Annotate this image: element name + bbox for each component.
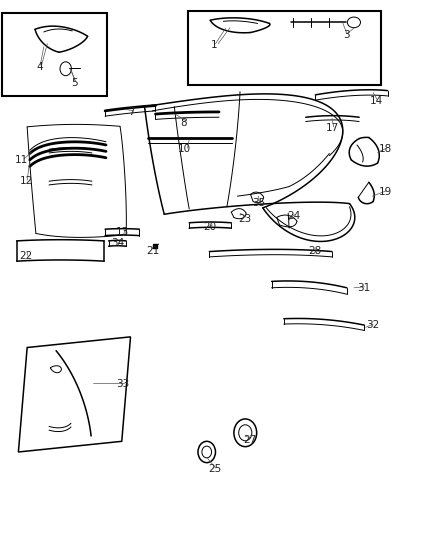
Text: 28: 28: [309, 246, 322, 255]
Text: 1: 1: [211, 41, 218, 50]
Text: 22: 22: [20, 251, 33, 261]
Text: 8: 8: [180, 118, 187, 127]
Text: 31: 31: [357, 283, 370, 293]
Text: 14: 14: [370, 96, 383, 106]
Text: 4: 4: [36, 62, 43, 71]
Text: 23: 23: [239, 214, 252, 223]
Text: 17: 17: [326, 123, 339, 133]
Text: 33: 33: [116, 379, 129, 389]
Text: 25: 25: [208, 464, 221, 474]
Text: 3: 3: [343, 30, 350, 39]
Text: 11: 11: [15, 155, 28, 165]
Text: 13: 13: [116, 227, 129, 237]
Text: 19: 19: [379, 187, 392, 197]
Bar: [188, 11, 381, 85]
Text: 12: 12: [20, 176, 33, 186]
Text: 18: 18: [379, 144, 392, 154]
Text: 32: 32: [366, 320, 379, 330]
Text: 5: 5: [71, 78, 78, 87]
Text: 7: 7: [128, 107, 135, 117]
Text: 20: 20: [204, 222, 217, 231]
Text: 35: 35: [252, 198, 265, 207]
Text: 10: 10: [177, 144, 191, 154]
Text: 21: 21: [147, 246, 160, 255]
Text: 24: 24: [287, 211, 300, 221]
Text: 27: 27: [243, 435, 256, 445]
Text: 34: 34: [112, 238, 125, 247]
Bar: [2, 13, 107, 96]
